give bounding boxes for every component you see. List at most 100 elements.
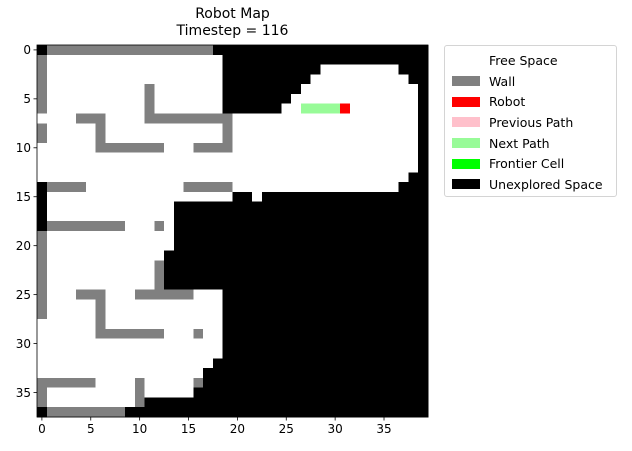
map-cell: [173, 221, 429, 232]
map-cell: [261, 191, 429, 202]
y-tick-label: 25: [16, 288, 31, 302]
map-cell: [37, 260, 48, 271]
map-cell: [418, 123, 429, 134]
map-cell: [193, 289, 224, 300]
y-tick-label: 10: [16, 141, 31, 155]
map-cell: [418, 93, 429, 105]
map-cell: [418, 142, 429, 153]
map-cell: [46, 93, 145, 105]
map-cell: [37, 299, 48, 310]
map-cell: [134, 377, 145, 388]
map-cell: [95, 133, 106, 144]
map-cell: [418, 133, 429, 144]
map-cell: [144, 113, 233, 124]
map-cell: [37, 74, 48, 85]
map-cell: [37, 54, 48, 65]
map-cell: [95, 123, 106, 134]
map-cell: [46, 397, 136, 408]
map-cell: [281, 103, 302, 114]
y-tick-label: 5: [23, 92, 31, 106]
map-cell: [222, 64, 321, 75]
map-cell: [46, 407, 126, 418]
x-tick-label: 15: [181, 422, 196, 436]
map-cell: [193, 328, 204, 339]
legend-entry: Unexplored Space: [452, 174, 616, 195]
x-tick-label: 0: [38, 422, 46, 436]
map-cells: [37, 45, 429, 418]
map-cell: [222, 84, 302, 95]
map-cell: [193, 387, 429, 398]
map-cell: [154, 279, 165, 291]
map-cell: [37, 152, 419, 163]
legend-swatch: [452, 117, 480, 128]
map-cell: [37, 231, 48, 242]
map-cell: [105, 133, 224, 144]
map-cell: [37, 377, 96, 388]
map-cell: [105, 299, 224, 310]
map-cell: [418, 103, 429, 114]
map-cell: [46, 289, 77, 300]
map-cell: [46, 191, 233, 202]
map-cell: [37, 387, 48, 398]
x-tick-label: 30: [327, 422, 342, 436]
y-tick-label: 35: [16, 386, 31, 400]
legend-label: Unexplored Space: [489, 176, 603, 192]
map-cell: [154, 84, 224, 95]
map-cell: [173, 201, 429, 212]
map-cell: [124, 407, 429, 418]
map-cell: [154, 93, 224, 105]
map-cell: [76, 289, 106, 300]
map-cell: [95, 299, 106, 310]
map-cell: [164, 279, 429, 291]
map-cell: [37, 133, 48, 144]
legend-swatch: [452, 96, 480, 107]
map-cell: [95, 377, 136, 388]
legend: Free Space Wall Robot Previous Path Next Pat…: [444, 45, 617, 197]
map-cell: [154, 260, 165, 271]
map-cell: [232, 191, 253, 202]
map-cell: [320, 64, 399, 75]
map-cell: [46, 260, 155, 271]
y-tick-label: 0: [23, 43, 31, 57]
y-tick-label: 20: [16, 239, 31, 253]
legend-label: Wall: [489, 73, 516, 89]
map-cell: [222, 319, 429, 330]
map-cell: [37, 407, 48, 418]
map-cell: [95, 142, 165, 153]
map-cell: [46, 279, 155, 291]
map-cell: [37, 309, 48, 320]
map-cell: [164, 270, 429, 281]
map-cell: [37, 162, 419, 173]
map-cell: [134, 387, 145, 398]
map-cell: [300, 84, 419, 95]
map-cell: [183, 182, 233, 193]
map-cell: [95, 328, 165, 339]
map-cell: [95, 309, 106, 320]
legend-label: Robot: [489, 94, 526, 110]
x-tick-label: 20: [230, 422, 245, 436]
map-cell: [37, 93, 48, 105]
map-cell: [85, 182, 184, 193]
map-cell: [418, 84, 429, 95]
y-tick-label: 30: [16, 337, 31, 351]
map-cell: [222, 123, 233, 134]
map-cell: [46, 211, 175, 222]
map-cell: [203, 328, 224, 339]
legend-swatch: [452, 179, 480, 190]
map-cell: [37, 319, 96, 330]
map-cell: [37, 358, 214, 369]
map-cell: [144, 387, 194, 398]
map-cell: [173, 231, 429, 242]
map-cell: [46, 133, 96, 144]
legend-entry: Previous Path: [452, 112, 616, 133]
map-cell: [222, 299, 429, 310]
map-cell: [46, 231, 175, 242]
map-cell: [46, 309, 96, 320]
map-cell: [46, 54, 224, 65]
map-cell: [46, 84, 145, 95]
map-cell: [105, 123, 224, 134]
map-cell: [46, 387, 136, 398]
map-cell: [193, 377, 204, 388]
map-cell: [164, 328, 194, 339]
map-cell: [222, 309, 429, 320]
